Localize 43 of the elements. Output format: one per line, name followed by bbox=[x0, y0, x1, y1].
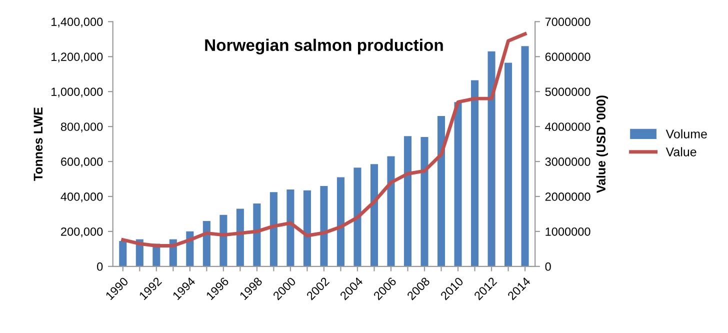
y-tick-label: 200,000 bbox=[61, 227, 103, 238]
y2-tick-label: 6000000 bbox=[545, 52, 590, 62]
bar bbox=[320, 186, 328, 266]
y2-tick-label: 1000000 bbox=[546, 227, 590, 236]
legend-label: Value bbox=[666, 147, 696, 156]
bar bbox=[270, 192, 278, 266]
y-tick-label: 800,000 bbox=[60, 122, 103, 132]
y2-tick-label: 3000000 bbox=[545, 158, 590, 166]
bar bbox=[336, 177, 344, 266]
bar bbox=[470, 80, 479, 266]
line-series bbox=[121, 32, 527, 248]
bar bbox=[404, 136, 412, 266]
y2-tick-label: 2000000 bbox=[545, 192, 590, 201]
bar bbox=[202, 220, 210, 266]
bar bbox=[454, 102, 462, 266]
bar bbox=[437, 116, 446, 266]
bar bbox=[488, 51, 496, 266]
y2-axis-title: Value (USD '000) bbox=[596, 96, 608, 194]
y-tick-label: 400,000 bbox=[60, 192, 103, 202]
bar bbox=[236, 208, 244, 266]
y-axis-title: Tonnes LWE bbox=[34, 107, 43, 181]
bar bbox=[420, 137, 428, 266]
y-tick-label: 1,200,000 bbox=[52, 52, 103, 62]
bar bbox=[354, 168, 362, 266]
y2-tick-label: 0 bbox=[545, 262, 551, 271]
y2-tick-label: 7000000 bbox=[545, 18, 590, 26]
y2-tick-label: 4000000 bbox=[545, 122, 590, 131]
bar bbox=[504, 62, 512, 266]
bar bbox=[220, 214, 228, 266]
bar bbox=[253, 203, 261, 266]
bar bbox=[370, 164, 378, 266]
bar bbox=[119, 241, 127, 266]
y2-tick-label: 5000000 bbox=[545, 88, 590, 96]
legend-label: Volume bbox=[666, 129, 707, 138]
y-tick-label: 1,000,000 bbox=[52, 88, 103, 98]
bar bbox=[303, 190, 311, 266]
y-tick-label: 600,000 bbox=[61, 158, 103, 168]
bar bbox=[521, 46, 529, 266]
bar bbox=[286, 189, 294, 266]
text: Norwegian salmon production bbox=[205, 38, 443, 54]
y-tick-label: 0 bbox=[97, 262, 103, 271]
bar bbox=[387, 156, 395, 266]
y-tick-label: 1,400,000 bbox=[52, 18, 103, 28]
